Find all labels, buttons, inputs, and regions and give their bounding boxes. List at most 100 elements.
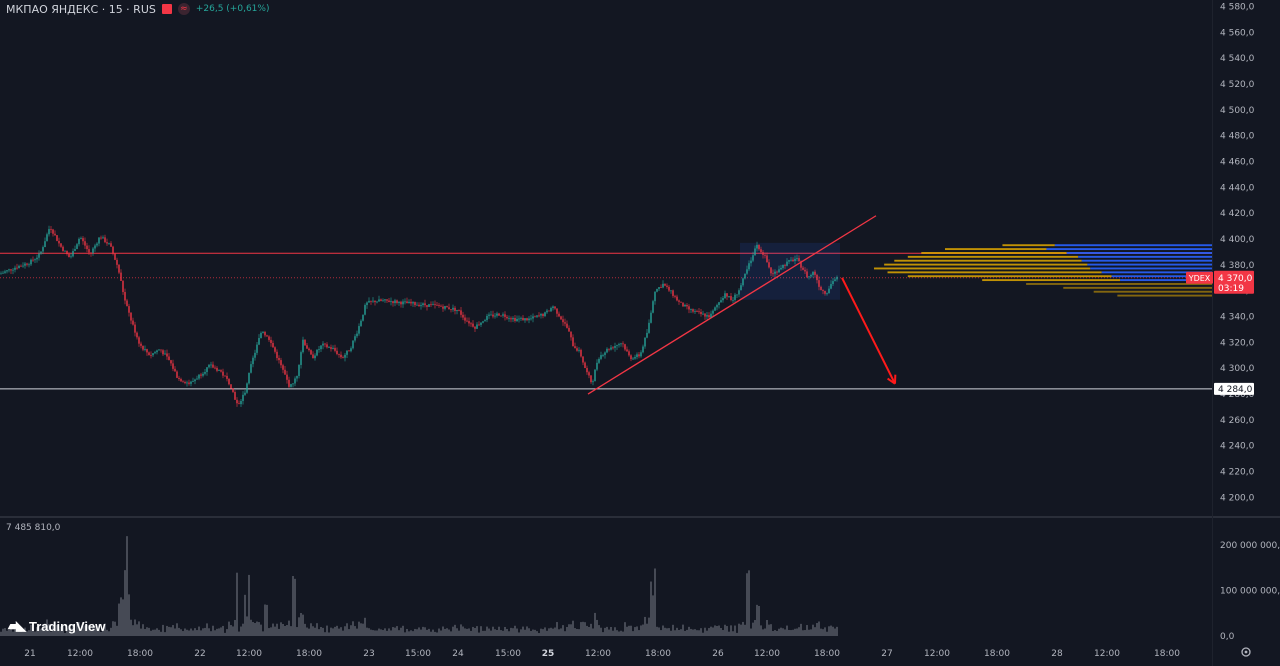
volume-bar [490,630,492,636]
volume-value: 7 485 810,0 [6,523,61,533]
profile-row [1117,294,1212,297]
volume-bar [546,630,548,636]
candle [74,245,76,252]
candle [604,351,606,359]
candle [266,334,268,337]
candle [786,258,788,267]
candle [242,391,244,405]
symbol-title[interactable]: МКПАО ЯНДЕКС · 15 · RUS [6,2,156,16]
candle [800,260,802,271]
volume-bar [622,631,624,636]
candle [762,250,764,259]
candle [352,340,354,350]
candle [468,317,470,327]
volume-bar [258,622,260,636]
candle [738,288,740,298]
symbol-header[interactable]: МКПАО ЯНДЕКС · 15 · RUS ≈ +26,5 (+0,61%) [6,2,269,16]
flag-icon[interactable] [161,4,172,14]
gear-icon[interactable] [1241,647,1251,657]
volume-bar [238,631,240,636]
volume-bar [38,624,40,636]
level-price-tag[interactable]: 4 284,0 [1214,382,1254,395]
candle [212,361,214,369]
price-tick-label: 4 500,0 [1220,106,1255,116]
volume-bar [836,626,838,636]
volume-bar [116,625,118,636]
candle [744,273,746,280]
price-axis[interactable]: 4 580,0 4 560,0 4 540,0 4 520,0 4 500,0 4 480… [1220,2,1255,503]
volume-bar [552,628,554,636]
price-tick-label: 4 400,0 [1220,235,1255,245]
volume-bar [538,633,540,636]
volume-bar [630,625,632,636]
volume-bar [154,629,156,636]
volume-bar [188,630,190,636]
candle [568,325,570,332]
volume-bar [236,572,238,636]
volume-bar [750,628,752,636]
candle [676,294,678,302]
candle [554,306,556,310]
profile-row [894,259,1212,262]
candle [540,312,542,319]
candle [798,255,800,262]
volume-bar [368,628,370,636]
candle [534,315,536,318]
indicator-icon[interactable]: ≈ [177,3,190,15]
candle [194,378,196,385]
volume-bar [672,624,674,636]
volume-bar [158,629,160,636]
candle [396,299,398,305]
candle [688,304,690,314]
last-price-tag[interactable]: 4 370,003:19 [1214,270,1254,294]
time-axis[interactable]: 21 12:00 18:00 22 12:00 18:00 23 15:00 24 15:00 25… [24,649,1180,659]
candle [224,375,226,377]
volume-bar [492,626,494,636]
candle [808,275,810,280]
profile-row [921,252,1212,254]
volume-bar [642,624,644,636]
trend-line[interactable] [587,215,877,395]
volume-bar [414,628,416,636]
candle [94,243,96,252]
candle [796,254,798,262]
volume-bar [832,626,834,636]
candle [690,308,692,314]
volume-bar [254,623,256,636]
volume-bar [90,630,92,636]
candle [16,263,18,270]
time-tick-label: 28 [1051,649,1063,659]
volume-bar [614,627,616,636]
candle [322,341,324,350]
forecast-arrow[interactable] [841,277,897,385]
candle [790,257,792,262]
symbol-price-tag[interactable]: YDEX [1186,271,1213,284]
volume-bar [788,629,790,636]
volume-bar [460,624,462,636]
time-tick-label: 22 [194,649,205,659]
candle [518,315,520,323]
volume-bar [278,628,280,636]
volume-bar [66,628,68,636]
candle [412,301,414,307]
volume-bar [194,628,196,636]
candle [126,298,128,307]
candle [470,321,472,327]
volume-bar [830,625,832,636]
volume-bar [282,623,284,636]
candle [340,351,342,359]
candle [410,298,412,306]
candle [292,382,294,388]
pane-separator[interactable] [0,516,1280,518]
candle [548,310,550,312]
candle [830,280,832,290]
candle [516,315,518,322]
candle [356,330,358,339]
candle [280,357,282,369]
tradingview-logo-icon[interactable]: ▰◣ TradingView [8,618,106,634]
volume-axis[interactable]: 200 000 000,0 100 000 000,0 0,0 [1220,541,1280,642]
candle [22,262,24,268]
svg-text:4 284,0: 4 284,0 [1218,385,1253,395]
price-series [0,225,838,408]
